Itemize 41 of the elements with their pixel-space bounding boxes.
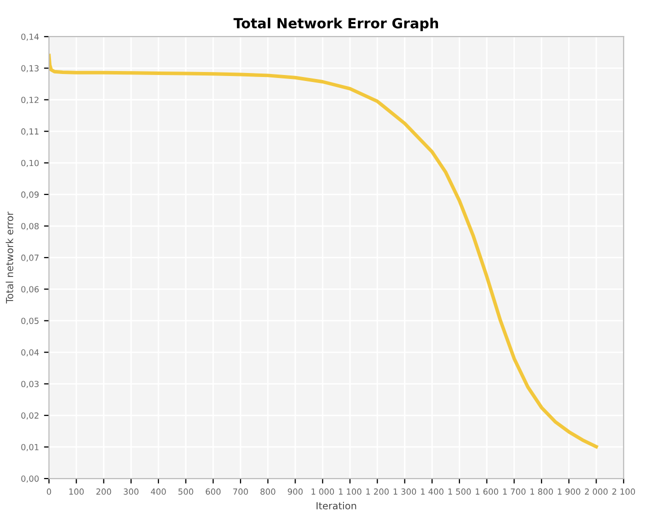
x-tick-label: 500: [178, 488, 194, 495]
x-tick-label: 600: [206, 488, 221, 495]
x-tick-label: 1 900: [558, 488, 580, 495]
y-tick-label: 0,11: [21, 128, 38, 136]
x-tick-label: 1 200: [366, 488, 389, 495]
x-tick-label: 1 300: [394, 488, 416, 495]
y-tick-label: 0,13: [21, 65, 39, 72]
y-tick-label: 0,12: [21, 96, 38, 104]
line-series: [48, 54, 598, 448]
y-tick-label: 0,06: [21, 286, 39, 294]
x-tick-label: 100: [69, 488, 84, 495]
x-tick-label: 0: [46, 488, 52, 495]
y-axis-title: Total network error: [6, 212, 14, 304]
x-tick-label: 1 000: [312, 488, 334, 495]
y-tick-label: 0,02: [21, 412, 38, 420]
y-tick-label: 0,07: [21, 254, 39, 262]
x-tick-label: 2 100: [612, 488, 635, 495]
x-tick-label: 400: [150, 488, 166, 495]
x-tick-label: 200: [96, 488, 112, 495]
y-tick-label: 0,09: [21, 191, 39, 199]
chart-title: Total Network Error Graph: [234, 18, 438, 32]
y-tick-label: 0,08: [21, 222, 39, 230]
y-tick-label: 0,00: [21, 476, 39, 483]
y-tick-label: 0,04: [21, 349, 39, 356]
x-tick-label: 1 800: [530, 488, 553, 495]
x-tick-label: 800: [260, 488, 276, 495]
y-tick-label: 0,01: [21, 444, 38, 452]
x-tick-label: 1 400: [421, 488, 444, 495]
y-tick-label: 0,03: [21, 380, 39, 388]
y-tick-label: 0,05: [21, 318, 39, 325]
x-tick-label: 1 500: [448, 488, 471, 495]
x-tick-label: 1 600: [476, 488, 498, 495]
x-tick-label: 900: [288, 488, 303, 495]
x-tick-label: 300: [124, 488, 138, 495]
y-tick-label: 0,10: [21, 160, 39, 168]
x-axis-title: Iteration: [316, 502, 356, 510]
x-tick-label: 1 700: [503, 488, 526, 495]
y-tick-label: 0,14: [21, 34, 39, 41]
x-tick-label: 2 000: [584, 488, 608, 495]
x-tick-label: 1 100: [338, 488, 362, 495]
x-tick-label: 700: [233, 488, 248, 495]
